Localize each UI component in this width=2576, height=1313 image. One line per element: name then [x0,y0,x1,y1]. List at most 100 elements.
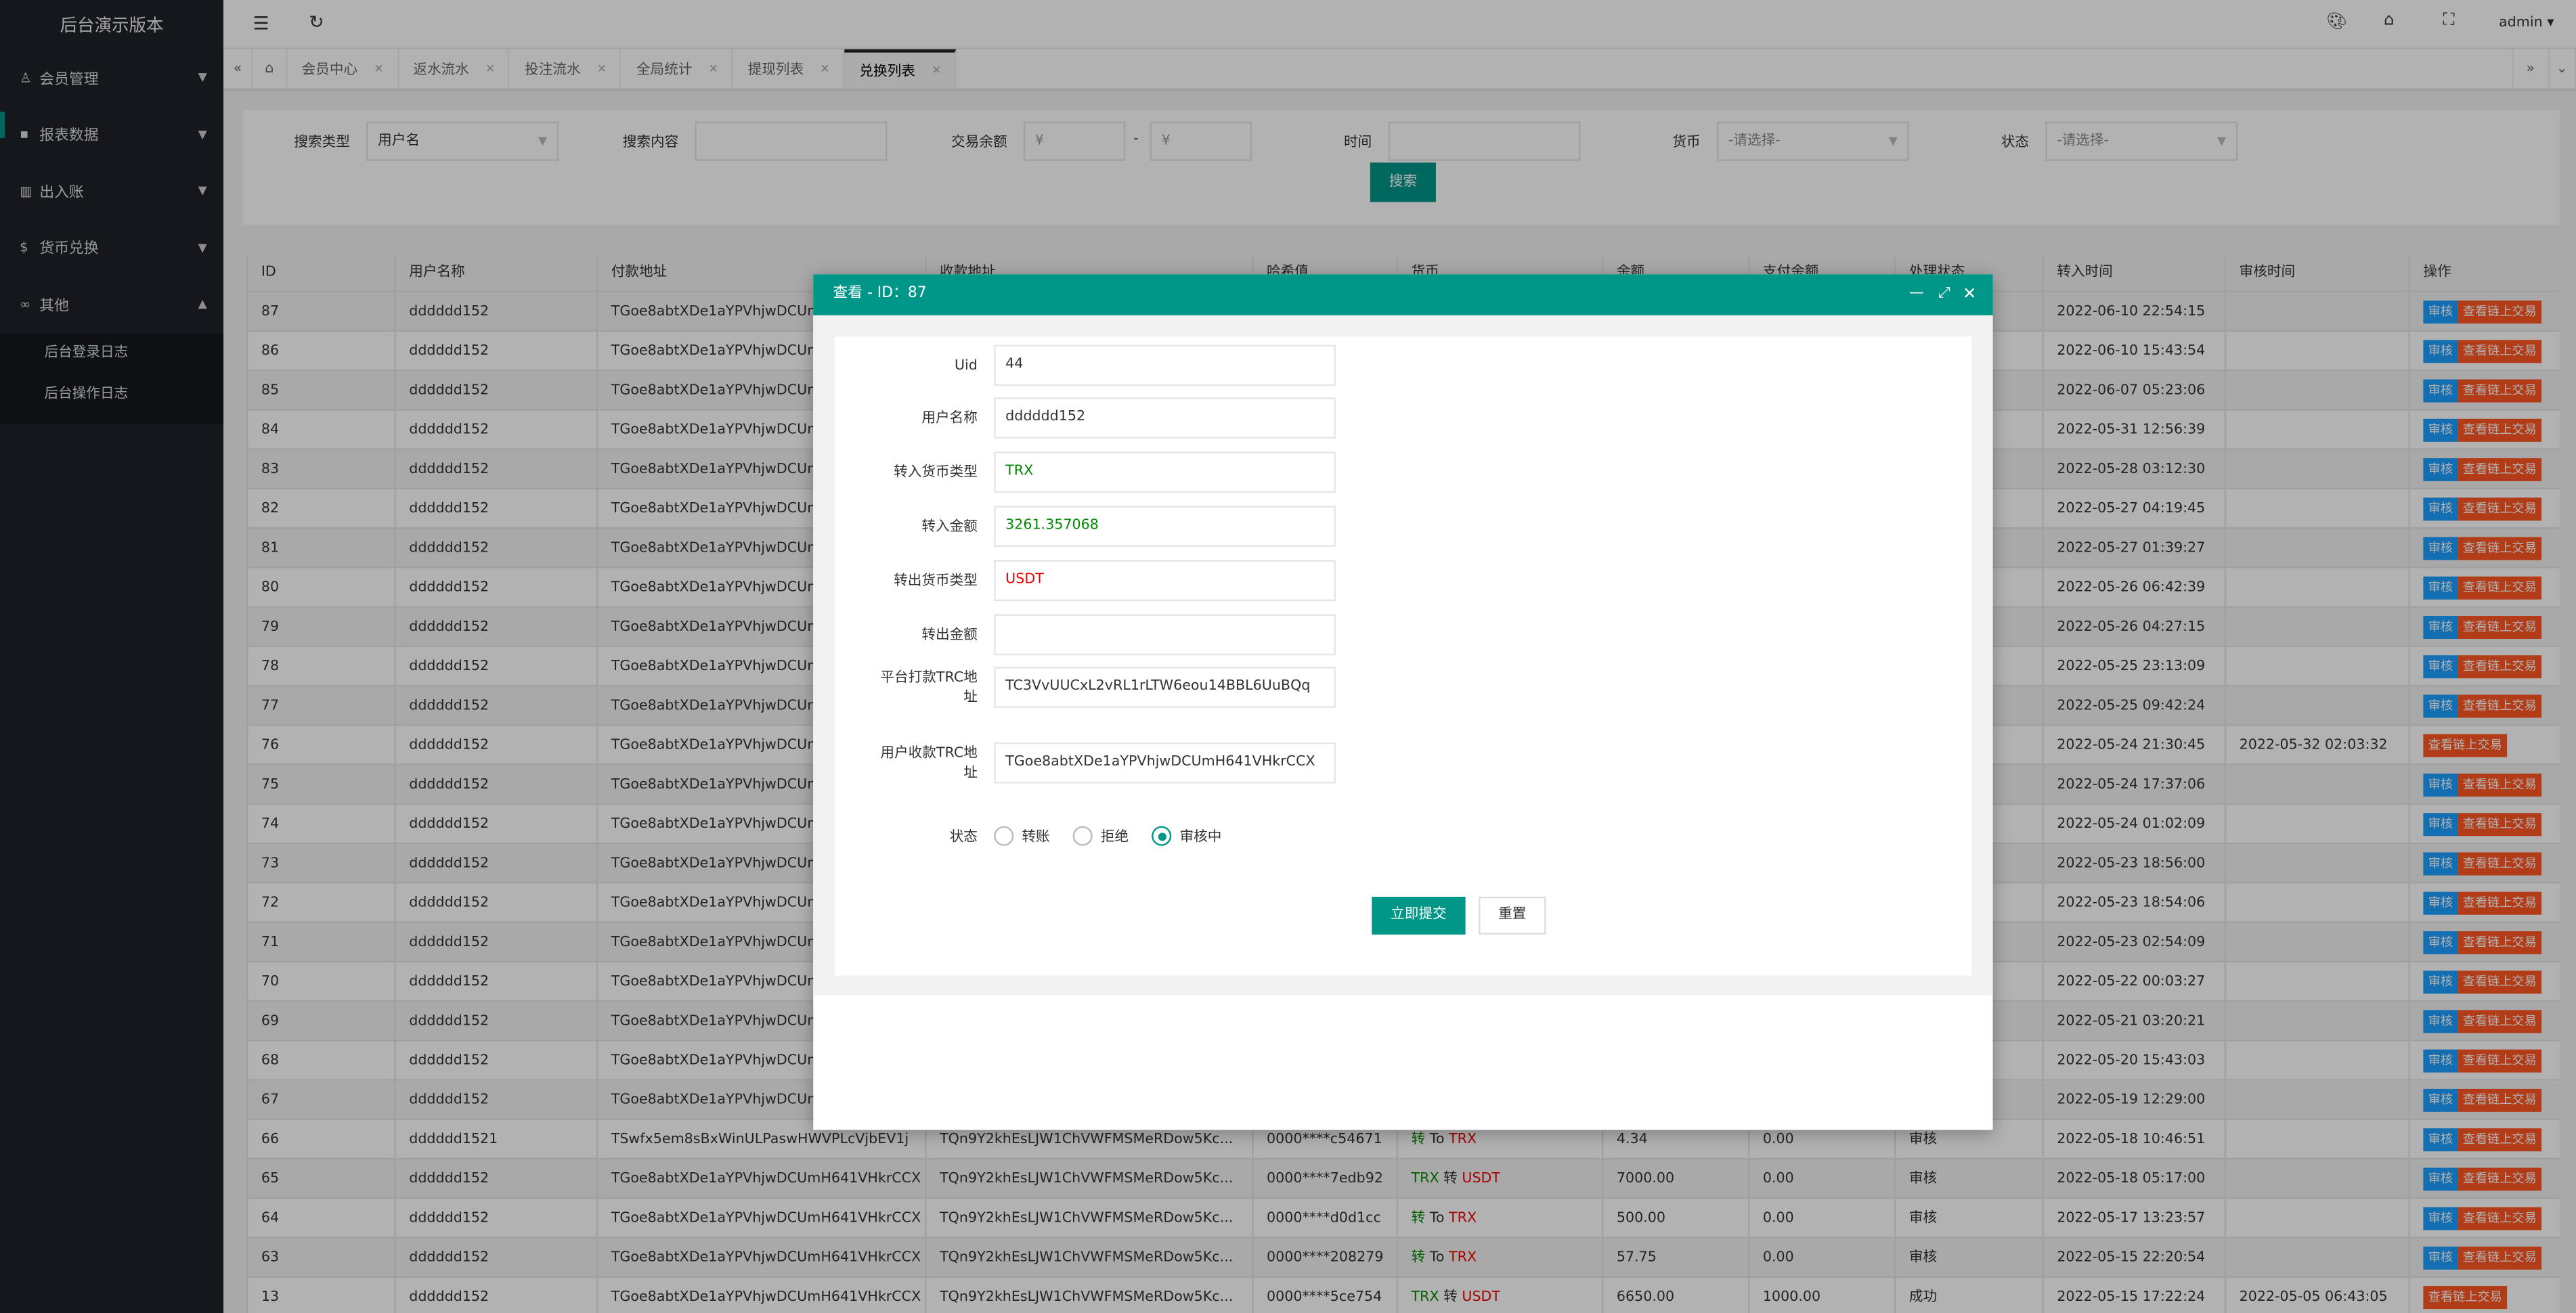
view-chain-tx-button[interactable]: 查看链上交易 [2458,971,2542,994]
audit-button[interactable]: 审核 [2423,1049,2458,1073]
view-chain-tx-button[interactable]: 查看链上交易 [2458,497,2542,521]
view-chain-tx-button[interactable]: 查看链上交易 [2458,340,2542,363]
view-chain-tx-button[interactable]: 查看链上交易 [2458,655,2542,679]
field-input-0[interactable]: 44 [994,344,1336,386]
close-tab-icon[interactable]: ✕ [374,62,384,76]
audit-button[interactable]: 审核 [2423,1246,2458,1270]
status-radio-0[interactable]: 转账 [994,826,1050,846]
close-icon[interactable]: ✕ [1962,286,1977,304]
field-input-5[interactable] [994,614,1336,656]
view-chain-tx-button[interactable]: 查看链上交易 [2458,852,2542,876]
audit-button[interactable]: 审核 [2423,694,2458,718]
sidebar-subitem-operation-log[interactable]: 后台操作日志 [44,386,129,403]
audit-button[interactable]: 审核 [2423,1167,2458,1191]
view-chain-tx-button[interactable]: 查看链上交易 [2458,694,2542,718]
view-chain-tx-button[interactable]: 查看链上交易 [2458,616,2542,639]
field-input-6[interactable]: TC3VvUUCxL2vRL1rLTW6eou14BBL6UuBQq [994,667,1336,708]
close-tab-icon[interactable]: ✕ [932,64,942,78]
search-type-select[interactable]: 用户名 ▼ [366,121,559,161]
search-content-input[interactable] [695,121,888,161]
submit-button[interactable]: 立即提交 [1372,896,1466,935]
tabs-scroll-right-icon[interactable]: » [2511,49,2550,89]
status-radio-1[interactable]: 拒绝 [1072,826,1129,846]
audit-button[interactable]: 审核 [2423,340,2458,363]
view-chain-tx-button[interactable]: 查看链上交易 [2458,418,2542,442]
field-input-4[interactable]: USDT [994,560,1336,602]
audit-button[interactable]: 审核 [2423,813,2458,837]
audit-button[interactable]: 审核 [2423,655,2458,679]
view-chain-tx-button[interactable]: 查看链上交易 [2458,931,2542,954]
search-button[interactable]: 搜索 [1370,162,1436,202]
view-chain-tx-button[interactable]: 查看链上交易 [2458,537,2542,560]
view-chain-tx-button[interactable]: 查看链上交易 [2458,1128,2542,1152]
menu-toggle-icon[interactable]: ☰ [253,13,269,35]
view-chain-tx-button[interactable]: 查看链上交易 [2458,1246,2542,1270]
fullscreen-icon[interactable]: ⛶ [2443,11,2455,30]
field-input-3[interactable]: 3261.357068 [994,506,1336,548]
view-chain-tx-button[interactable]: 查看链上交易 [2458,1010,2542,1033]
sidebar-item-1[interactable]: ▪ 报表数据 ▼ [0,106,223,162]
palette-icon[interactable]: 🎨︎ [2326,13,2348,32]
reset-button[interactable]: 重置 [1479,896,1546,935]
sidebar-item-2[interactable]: ▥ 出入账 ▼ [0,163,223,219]
audit-button[interactable]: 审核 [2423,616,2458,639]
view-chain-tx-button[interactable]: 查看链上交易 [2458,576,2542,600]
audit-button[interactable]: 审核 [2423,458,2458,482]
maximize-icon[interactable]: ⤢ [1938,286,1950,303]
audit-button[interactable]: 审核 [2423,852,2458,876]
field-input-7[interactable]: TGoe8abtXDe1aYPVhjwDCUmH641VHkrCCX [994,742,1336,784]
view-chain-tx-button[interactable]: 查看链上交易 [2458,891,2542,915]
audit-button[interactable]: 审核 [2423,537,2458,560]
audit-button[interactable]: 审核 [2423,1088,2458,1112]
audit-button[interactable]: 审核 [2423,931,2458,954]
sidebar-item-3[interactable]: $ 货币兑换 ▼ [0,220,223,276]
audit-button[interactable]: 审核 [2423,576,2458,600]
audit-button[interactable]: 审核 [2423,971,2458,994]
view-chain-tx-button[interactable]: 查看链上交易 [2458,458,2542,482]
sidebar-item-0[interactable]: ♙ 会员管理 ▼ [0,49,223,106]
status-select[interactable]: -请选择- ▼ [2045,121,2238,161]
audit-button[interactable]: 审核 [2423,1010,2458,1033]
sidebar-item-4[interactable]: ∞ 其他 ▲ [0,277,223,333]
tab-1[interactable]: 返水流水 ✕ [398,49,510,89]
close-tab-icon[interactable]: ✕ [708,62,718,76]
audit-button[interactable]: 审核 [2423,1207,2458,1230]
tab-5[interactable]: 兑换列表 ✕ [844,49,957,89]
view-chain-tx-button[interactable]: 查看链上交易 [2458,1088,2542,1112]
time-input[interactable] [1388,121,1581,161]
audit-button[interactable]: 审核 [2423,301,2458,324]
view-chain-tx-button[interactable]: 查看链上交易 [2458,1167,2542,1191]
audit-button[interactable]: 审核 [2423,773,2458,797]
view-chain-tx-button[interactable]: 查看链上交易 [2458,1207,2542,1230]
amount-max-input[interactable]: ¥ [1150,121,1252,161]
audit-button[interactable]: 审核 [2423,497,2458,521]
field-input-1[interactable]: dddddd152 [994,397,1336,439]
refresh-icon[interactable]: ↻ [309,11,324,33]
audit-button[interactable]: 审核 [2423,379,2458,403]
view-chain-tx-button[interactable]: 查看链上交易 [2458,773,2542,797]
tab-2[interactable]: 投注流水 ✕ [510,49,621,89]
tab-4[interactable]: 提现列表 ✕ [733,49,845,89]
currency-select[interactable]: -请选择- ▼ [1716,121,1909,161]
view-chain-tx-button[interactable]: 查看链上交易 [2458,813,2542,837]
sidebar-subitem-login-log[interactable]: 后台登录日志 [44,344,129,361]
close-tab-icon[interactable]: ✕ [820,62,830,76]
minimize-icon[interactable]: — [1908,286,1924,303]
home-icon[interactable]: ⌂ [253,49,287,89]
audit-button[interactable]: 审核 [2423,418,2458,442]
tag-icon[interactable]: ⌂ [2384,11,2395,30]
close-tab-icon[interactable]: ✕ [596,62,607,76]
user-menu[interactable]: admin ▾ [2499,14,2554,32]
tabs-more-icon[interactable]: ⌄ [2550,49,2576,89]
status-radio-2[interactable]: 审核中 [1152,826,1221,846]
close-tab-icon[interactable]: ✕ [485,62,496,76]
view-chain-tx-button[interactable]: 查看链上交易 [2458,301,2542,324]
view-chain-tx-button[interactable]: 查看链上交易 [2423,1286,2508,1310]
view-chain-tx-button[interactable]: 查看链上交易 [2458,1049,2542,1073]
amount-min-input[interactable]: ¥ [1023,121,1126,161]
view-chain-tx-button[interactable]: 查看链上交易 [2458,379,2542,403]
view-chain-tx-button[interactable]: 查看链上交易 [2423,734,2508,757]
tab-0[interactable]: 会员中心 ✕ [287,49,399,89]
audit-button[interactable]: 审核 [2423,1128,2458,1152]
field-input-2[interactable]: TRX [994,451,1336,493]
